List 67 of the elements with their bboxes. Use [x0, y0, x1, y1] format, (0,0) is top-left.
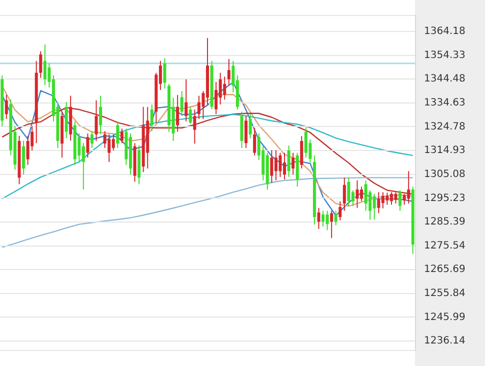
- candlestick: [296, 152, 299, 188]
- candlestick: [402, 193, 406, 206]
- candlestick: [188, 106, 192, 124]
- candlestick: [223, 76, 226, 100]
- candlestick: [163, 58, 166, 89]
- candlestick: [214, 81, 218, 115]
- y-tick-label: 1334.63: [424, 98, 466, 109]
- candlestick: [227, 58, 230, 86]
- candlestick: [193, 109, 196, 144]
- candlestick: [176, 94, 180, 132]
- candlestick: [356, 180, 359, 208]
- y-tick-label: 1295.23: [424, 192, 466, 204]
- candlestick: [4, 94, 8, 120]
- candlestick: [326, 210, 329, 231]
- candlestick: [26, 135, 30, 166]
- y-tick-label: 1245.99: [424, 312, 466, 323]
- candlestick: [407, 170, 410, 204]
- candlestick: [86, 132, 90, 158]
- candlestick: [253, 127, 256, 156]
- y-tick-label: 1344.48: [424, 74, 466, 85]
- candlestick: [347, 177, 350, 206]
- candlestick: [364, 180, 368, 212]
- y-tick-label: 1314.93: [424, 145, 466, 156]
- candlestick: [180, 90, 184, 117]
- y-tick-label: 1285.39: [424, 216, 466, 228]
- candlestick: [390, 192, 393, 206]
- candlestick: [39, 50, 42, 78]
- candlestick: [244, 116, 248, 148]
- y-tick-label: 1305.08: [424, 168, 466, 180]
- candlestick: [398, 190, 402, 212]
- candlestick: [94, 100, 98, 142]
- candlestick: [108, 134, 111, 162]
- candlestick: [334, 210, 338, 226]
- candlestick: [292, 152, 295, 176]
- candlestick: [317, 207, 320, 230]
- y-tick-label: 1275.54: [424, 240, 466, 252]
- candlestick: [372, 193, 376, 220]
- candlestick: [197, 95, 200, 120]
- candlestick: [150, 104, 154, 132]
- candlestick: [116, 120, 120, 148]
- candlestick: [43, 44, 46, 86]
- y-tick-label: 1236.14: [424, 336, 466, 347]
- candlestick: [22, 140, 26, 176]
- candlestick: [322, 210, 325, 228]
- candlestick: [112, 134, 115, 151]
- y-tick-label: 1364.18: [424, 26, 466, 38]
- y-tick-label: 1265.69: [424, 264, 466, 276]
- candlestick: [377, 192, 380, 214]
- candlestick: [120, 128, 124, 144]
- candlestick: [386, 192, 389, 206]
- y-tick-label: 1354.33: [424, 50, 466, 61]
- candlestick: [90, 130, 94, 148]
- candlestick: [287, 145, 290, 178]
- candlestick: [304, 126, 308, 158]
- y-tick-label: 1324.78: [424, 121, 466, 132]
- candlestick: [342, 177, 346, 212]
- y-tick-label: 1255.84: [424, 288, 466, 299]
- candlestick: [274, 150, 278, 181]
- candlestick: [330, 210, 334, 239]
- candlestick: [300, 136, 304, 169]
- candlestick: [270, 150, 274, 184]
- candlestick: [184, 78, 188, 122]
- candlestick: [99, 95, 102, 135]
- candlestick: [278, 152, 282, 178]
- candlestick: [248, 114, 252, 139]
- candlestick: [381, 192, 384, 209]
- candlestick: [338, 200, 342, 221]
